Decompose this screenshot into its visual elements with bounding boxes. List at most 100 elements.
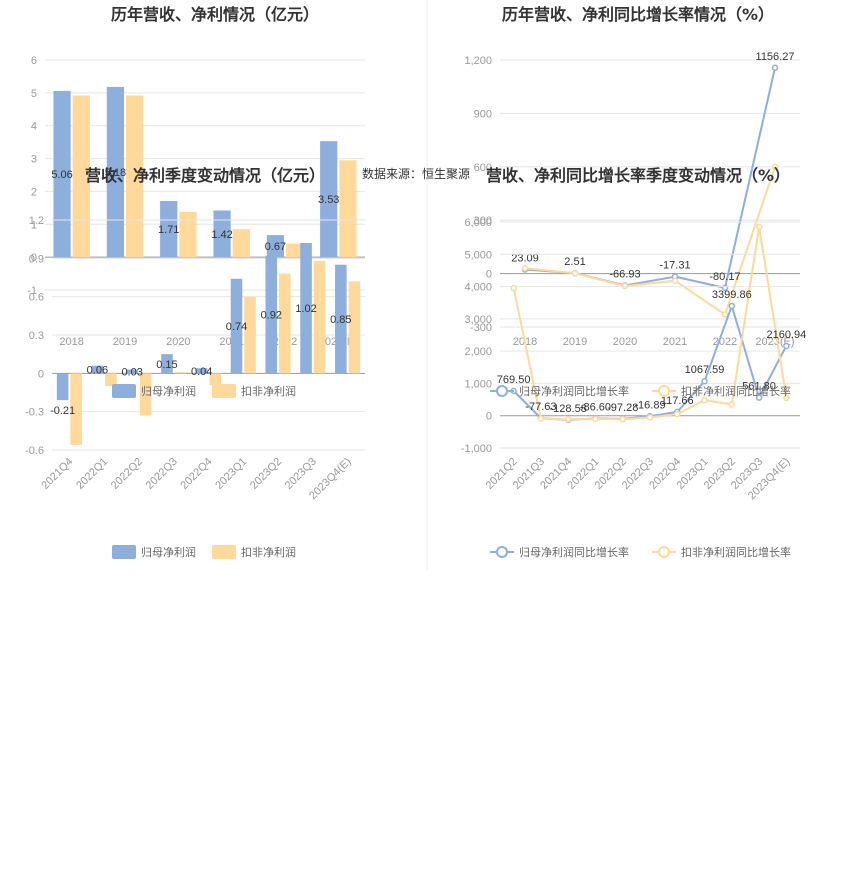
y-tick-label: -300: [470, 322, 492, 334]
data-point: [728, 401, 736, 408]
y-tick-label: 0.9: [29, 253, 44, 265]
legend-label: 归母净利润: [141, 384, 196, 398]
legend-marker: [496, 546, 508, 558]
bar: [286, 243, 304, 258]
data-label: 1156.27: [756, 51, 795, 63]
y-tick-label: 0: [486, 269, 492, 281]
legend-marker: [496, 385, 508, 397]
data-label: -80.17: [709, 271, 740, 283]
y-tick-label: 0.3: [29, 330, 44, 342]
x-tick-label: 2022Q4: [178, 456, 214, 492]
data-label: 5.18: [105, 167, 126, 179]
bar: [266, 235, 284, 258]
data-point: [771, 64, 779, 72]
legend-swatch: [112, 384, 136, 398]
bar: [56, 373, 69, 401]
y-tick-label: 0: [486, 411, 492, 423]
legend-swatch: [212, 545, 236, 559]
data-point: [701, 396, 708, 404]
data-point: [619, 416, 626, 423]
data-label: -128.58: [550, 403, 587, 415]
x-tick-label: 2023Q1: [213, 456, 249, 492]
legend-label: 扣非净利润: [241, 384, 296, 398]
source-note: 数据来源：恒生聚源: [362, 166, 470, 181]
data-label: 1.42: [211, 229, 232, 241]
data-label: 1.02: [295, 303, 316, 315]
bar: [232, 229, 250, 258]
bar: [139, 373, 152, 416]
bar: [106, 86, 124, 258]
data-point: [783, 342, 790, 350]
bar: [126, 369, 138, 374]
x-tick-label: 2022Q2: [109, 456, 145, 492]
bar: [72, 95, 90, 258]
y-tick-label: 1.2: [29, 215, 44, 227]
data-label: -17.31: [659, 260, 690, 272]
data-label: 0.85: [330, 314, 351, 326]
data-label: -97.28: [607, 402, 638, 414]
data-label: -86.60: [580, 402, 611, 414]
data-label: 2160.94: [766, 329, 806, 341]
y-tick-label: 1: [31, 219, 37, 231]
data-point: [721, 311, 729, 318]
legend-swatch: [112, 545, 136, 559]
x-tick-label: 2020: [613, 336, 637, 348]
data-point: [564, 416, 572, 423]
data-point: [755, 223, 763, 231]
data-label: 0.03: [121, 366, 142, 378]
y-tick-label: 6: [31, 55, 37, 67]
data-label: -77.63: [525, 401, 556, 413]
bar: [179, 211, 197, 258]
y-tick-label: 0: [31, 252, 37, 264]
data-point: [771, 163, 779, 171]
data-label: 117.66: [661, 395, 694, 407]
y-tick-label: -1,000: [461, 443, 492, 455]
data-point: [537, 415, 545, 422]
x-tick-label: 2023Q2: [248, 456, 284, 492]
bar: [70, 373, 82, 445]
data-label: 3399.86: [712, 289, 752, 301]
y-tick-label: 4,000: [464, 282, 492, 294]
legend-marker: [658, 546, 670, 558]
legend-label: 扣非净利润同比增长率: [681, 384, 791, 398]
y-tick-label: 2: [31, 186, 37, 198]
bar: [91, 365, 104, 374]
bar: [53, 90, 71, 258]
data-point: [571, 269, 579, 277]
bar: [348, 281, 361, 374]
y-tick-label: 5: [31, 88, 37, 100]
data-label: -0.21: [50, 405, 75, 417]
data-point: [783, 394, 790, 402]
y-tick-label: 900: [474, 108, 492, 120]
bar: [279, 273, 291, 374]
y-tick-label: -1: [27, 285, 37, 297]
data-point: [646, 414, 654, 421]
bar: [174, 372, 187, 374]
legend-label: 扣非净利润: [241, 545, 296, 559]
data-label: 5.06: [51, 169, 72, 181]
x-tick-label: 2018: [59, 336, 83, 348]
x-tick-label: 2021: [663, 336, 687, 348]
legend-label: 扣非净利润同比增长率: [681, 545, 791, 559]
x-tick-label: 2022Q1: [74, 456, 110, 492]
data-label: 0.06: [87, 365, 108, 377]
data-point: [728, 302, 736, 310]
chart-title: 历年营收、净利同比增长率情况（%）: [502, 5, 774, 24]
bar: [126, 95, 144, 258]
series-line: [524, 166, 776, 317]
x-tick-label: 2022Q3: [144, 456, 180, 492]
data-label: 0.15: [156, 359, 177, 371]
bar: [195, 368, 208, 374]
data-label: -66.93: [609, 269, 640, 281]
data-label: -16.89: [634, 399, 665, 411]
data-point: [592, 415, 599, 423]
data-label: 0.04: [191, 366, 212, 378]
data-label: 1.71: [158, 224, 179, 236]
y-tick-label: -0.3: [25, 407, 44, 419]
legend-label: 归母净利润同比增长率: [519, 384, 629, 398]
data-label: 769.50: [497, 374, 531, 386]
x-tick-label: 2019: [113, 336, 137, 348]
data-label: 561.80: [742, 381, 776, 393]
chart-title: 营收、净利同比增长率季度变动情况（%）: [486, 166, 790, 185]
